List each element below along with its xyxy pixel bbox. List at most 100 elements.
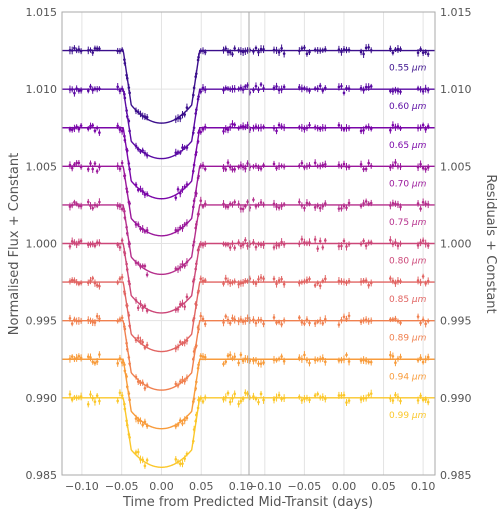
data-point [174, 308, 178, 311]
residual-point [359, 242, 363, 246]
data-point [95, 394, 99, 397]
data-point [201, 86, 205, 90]
data-point [191, 93, 195, 97]
residual-point [257, 88, 260, 92]
data-point [183, 264, 187, 268]
x-tick-label: 0.00 [332, 480, 357, 493]
data-point [241, 88, 245, 91]
data-point [185, 376, 189, 380]
residual-point [262, 203, 265, 206]
data-point [141, 381, 144, 384]
wavelength-value: 0.65 [389, 141, 412, 151]
residual-point [254, 321, 258, 325]
residual-point [347, 165, 351, 169]
residual-point [318, 396, 322, 399]
wavelength-label: 0.70 μm [389, 179, 427, 189]
residual-point [419, 207, 422, 211]
data-point [77, 282, 81, 286]
residual-point [321, 49, 325, 52]
data-point [239, 49, 243, 53]
residual-point [426, 319, 430, 323]
residual-point [280, 164, 283, 168]
data-point [68, 357, 72, 361]
residual-point [364, 46, 368, 50]
residual-point [308, 277, 311, 281]
residual-point [337, 323, 341, 326]
y-tick-label-right: 0.985 [440, 469, 472, 482]
data-point [116, 49, 120, 53]
residual-point [364, 318, 368, 322]
residual-point [424, 167, 427, 171]
residual-point [396, 164, 400, 168]
residual-point [399, 205, 402, 209]
wavelength-value: 0.89 [389, 334, 412, 344]
residual-point [337, 394, 341, 397]
wavelength-unit: μm [411, 218, 427, 228]
residual-point [300, 237, 304, 241]
data-point [222, 202, 225, 206]
data-point [123, 407, 127, 411]
residual-point [257, 203, 260, 207]
data-point [145, 383, 149, 387]
residual-point [323, 397, 327, 401]
data-point [116, 164, 120, 168]
data-point [93, 321, 97, 324]
data-point [98, 317, 101, 320]
residual-point [275, 166, 278, 170]
data-point [174, 458, 178, 461]
data-point [237, 202, 240, 206]
residual-point [391, 89, 395, 93]
residual-point [426, 166, 430, 169]
data-point [224, 243, 228, 246]
data-point [98, 165, 101, 169]
data-point [98, 284, 101, 288]
residual-point [340, 358, 343, 362]
data-point [244, 391, 247, 395]
data-point [116, 399, 120, 403]
residual-point [313, 87, 317, 90]
data-point [75, 125, 78, 129]
data-point [120, 361, 124, 364]
data-point [95, 283, 99, 287]
data-point [143, 115, 147, 118]
residual-point [389, 166, 392, 169]
data-point [116, 362, 120, 365]
residual-point [419, 241, 422, 244]
data-point [141, 306, 144, 310]
wavelength-label: 0.94 μm [389, 372, 427, 382]
data-point [231, 357, 234, 360]
residual-point [419, 281, 422, 284]
residual-point [342, 204, 346, 208]
data-point [183, 341, 187, 344]
data-point [75, 243, 78, 246]
data-point [68, 88, 72, 91]
residual-point [318, 284, 322, 288]
residual-point [257, 362, 260, 365]
data-point [185, 146, 189, 149]
residual-point [303, 206, 306, 210]
data-point [79, 165, 83, 169]
residual-point [426, 355, 430, 359]
residual-point [424, 202, 427, 206]
data-point [141, 227, 144, 231]
x-tick-label: −0.10 [65, 480, 99, 493]
data-point [134, 261, 138, 265]
data-point [201, 355, 205, 358]
data-point [176, 187, 180, 191]
data-point [178, 380, 182, 383]
residual-point [416, 315, 420, 318]
data-point [244, 279, 247, 283]
data-point [246, 124, 249, 127]
residual-point [323, 360, 327, 364]
model-curve [62, 397, 249, 468]
data-point [233, 280, 236, 283]
data-point [241, 207, 245, 211]
data-point [201, 205, 205, 208]
data-point [116, 281, 120, 284]
residual-point [272, 162, 276, 166]
data-point [91, 242, 95, 246]
residual-point [362, 358, 365, 362]
data-point [176, 151, 180, 154]
residual-point [391, 163, 395, 167]
wavelength-unit: μm [411, 64, 427, 74]
